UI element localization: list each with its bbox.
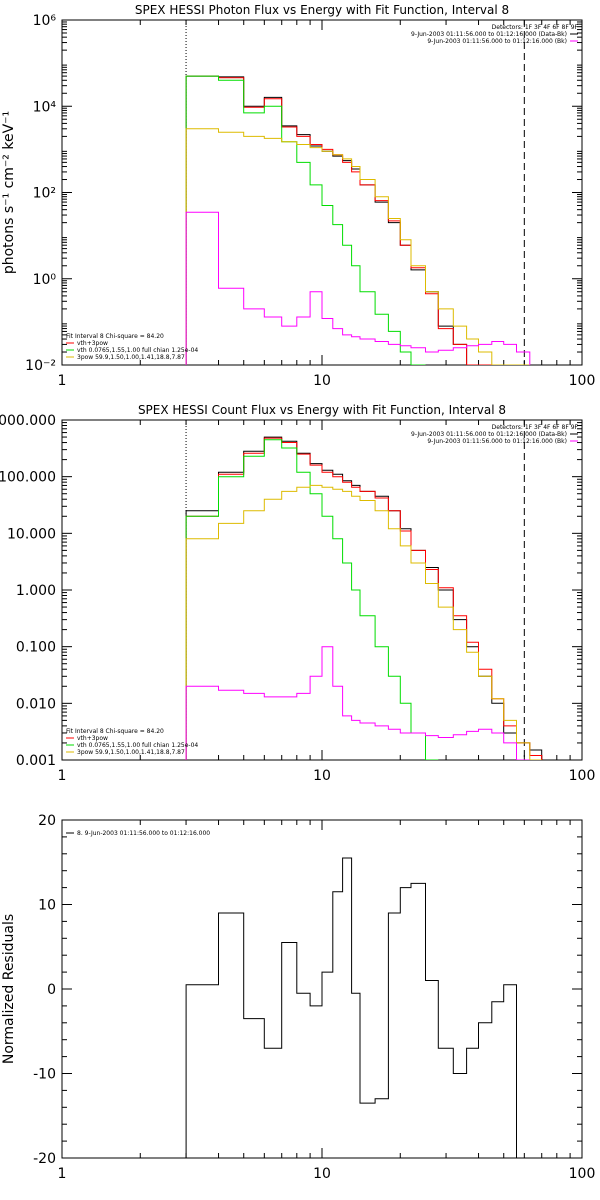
chart-title: SPEX HESSI Photon Flux vs Energy with Fi… <box>135 3 509 17</box>
legend-header: Detectors: 1F 3F 4F 6F 8F 9F <box>492 24 579 31</box>
y-tick-label: 10⁴ <box>33 99 57 115</box>
series-line-3 <box>185 439 439 760</box>
series-line-1 <box>185 857 517 1158</box>
series-line-2 <box>185 437 543 760</box>
y-tick-label: 0.100 <box>16 640 56 656</box>
series-line-1 <box>185 436 543 760</box>
legend-entry: 9-Jun-2003 01:11:56.000 to 01:12:16.000 … <box>411 431 567 438</box>
y-tick-label: -10 <box>33 1067 56 1083</box>
y-tick-label: 10² <box>33 186 56 202</box>
legend-entry: vth 0.0765,1.55,1.00 full chian 1.25e-04 <box>77 347 198 354</box>
legend-entry: vth 0.0765,1.55,1.00 full chian 1.25e-04 <box>77 742 198 749</box>
series-line-4 <box>185 128 530 365</box>
y-axis-label: Normalized Residuals <box>1 914 17 1064</box>
y-tick-label: 10⁰ <box>33 272 57 288</box>
fit-legend-header: Fit Interval 8 Chi-square = 84.20 <box>66 728 164 735</box>
y-tick-label: 10⁶ <box>33 13 57 29</box>
y-tick-label: 20 <box>38 813 56 829</box>
series-line-4 <box>185 484 542 760</box>
legend-entry: vth+3pow <box>77 340 108 347</box>
y-tick-label: 10 <box>38 898 56 914</box>
fit-legend-header: Fit Interval 8 Chi-square = 84.20 <box>66 333 164 340</box>
legend-entry: 9-Jun-2003 01:11:56.000 to 01:12:16.000 … <box>427 38 567 45</box>
x-tick-label: 10 <box>313 768 331 784</box>
legend-header: Detectors: 1F 3F 4F 6F 8F 9F <box>492 424 579 431</box>
y-tick-label: 0.010 <box>16 696 56 712</box>
series-line-2 <box>185 75 530 365</box>
legend-entry: vth+3pow <box>77 735 108 742</box>
y-tick-label: 1.000 <box>16 583 56 599</box>
legend-entry: 9-Jun-2003 01:11:56.000 to 01:12:16.000 … <box>411 31 567 38</box>
x-tick-label: 10 <box>313 373 331 389</box>
y-axis-label: photons s⁻¹ cm⁻² keV⁻¹ <box>1 111 17 274</box>
y-tick-label: 100.000 <box>0 470 56 486</box>
x-tick-label: 100 <box>569 373 596 389</box>
y-tick-label: 0.001 <box>16 753 56 769</box>
legend-entry: 3pow 59.9,1.50,1.00,1.41,18.8,7.87 <box>77 354 185 361</box>
y-tick-label: 10.000 <box>7 526 56 542</box>
x-tick-label: 1 <box>58 768 67 784</box>
x-tick-label: 100 <box>569 1166 596 1182</box>
chart-panel-3: Normalized Residuals 1 10 100 -20 -10 0 10 20 8. … <box>1 813 595 1182</box>
x-tick-label: 1 <box>58 373 67 389</box>
x-tick-label: 10 <box>313 1166 331 1182</box>
series-line-1 <box>185 75 530 365</box>
y-tick-label: 0 <box>47 982 56 998</box>
x-tick-label: 100 <box>569 768 596 784</box>
series-line-5 <box>185 211 531 365</box>
chart-title: SPEX HESSI Count Flux vs Energy with Fit… <box>138 403 506 417</box>
x-tick-label: 1 <box>58 1166 67 1182</box>
chart-panel-2: SPEX HESSI Count Flux vs Energy with Fit… <box>0 403 595 784</box>
series-line-3 <box>185 75 426 365</box>
y-tick-label: -20 <box>33 1151 56 1167</box>
legend-entry: 3pow 59.9,1.50,1.00,1.41,18.8,7.87 <box>77 749 185 756</box>
legend-entry: 9-Jun-2003 01:11:56.000 to 01:12:16.000 … <box>427 438 567 445</box>
chart-panel-1: SPEX HESSI Photon Flux vs Energy with Fi… <box>1 3 595 389</box>
y-tick-label: 10⁻² <box>25 358 56 374</box>
series-line-5 <box>185 646 530 760</box>
legend-entry: 8. 9-Jun-2003 01:11:56.000 to 01:12:16.0… <box>77 830 210 837</box>
